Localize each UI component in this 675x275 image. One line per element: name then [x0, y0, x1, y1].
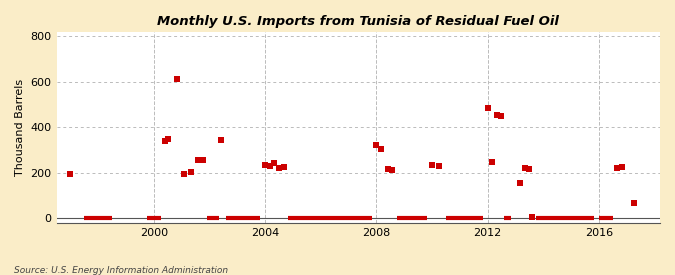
- Point: [269, 161, 279, 166]
- Title: Monthly U.S. Imports from Tunisia of Residual Fuel Oil: Monthly U.S. Imports from Tunisia of Res…: [157, 15, 559, 28]
- Point: [216, 138, 227, 142]
- Point: [192, 158, 203, 162]
- Point: [526, 215, 537, 219]
- Point: [260, 163, 271, 167]
- Point: [496, 114, 507, 118]
- Point: [387, 167, 398, 172]
- Point: [273, 165, 284, 170]
- Point: [427, 163, 437, 167]
- Point: [163, 137, 173, 141]
- Point: [186, 170, 196, 174]
- Point: [376, 147, 387, 151]
- Point: [383, 167, 394, 172]
- Point: [515, 180, 526, 185]
- Point: [491, 113, 502, 117]
- Point: [65, 171, 76, 176]
- Point: [171, 76, 182, 81]
- Point: [265, 164, 275, 168]
- Text: Source: U.S. Energy Information Administration: Source: U.S. Energy Information Administ…: [14, 266, 227, 275]
- Point: [524, 166, 535, 171]
- Point: [482, 106, 493, 111]
- Point: [371, 143, 382, 147]
- Point: [519, 166, 530, 170]
- Point: [487, 160, 497, 164]
- Point: [628, 201, 639, 206]
- Point: [278, 165, 289, 169]
- Point: [178, 171, 189, 176]
- Point: [159, 139, 170, 144]
- Y-axis label: Thousand Barrels: Thousand Barrels: [15, 79, 25, 176]
- Point: [612, 166, 623, 170]
- Point: [197, 158, 208, 163]
- Point: [616, 165, 627, 169]
- Point: [433, 164, 444, 169]
